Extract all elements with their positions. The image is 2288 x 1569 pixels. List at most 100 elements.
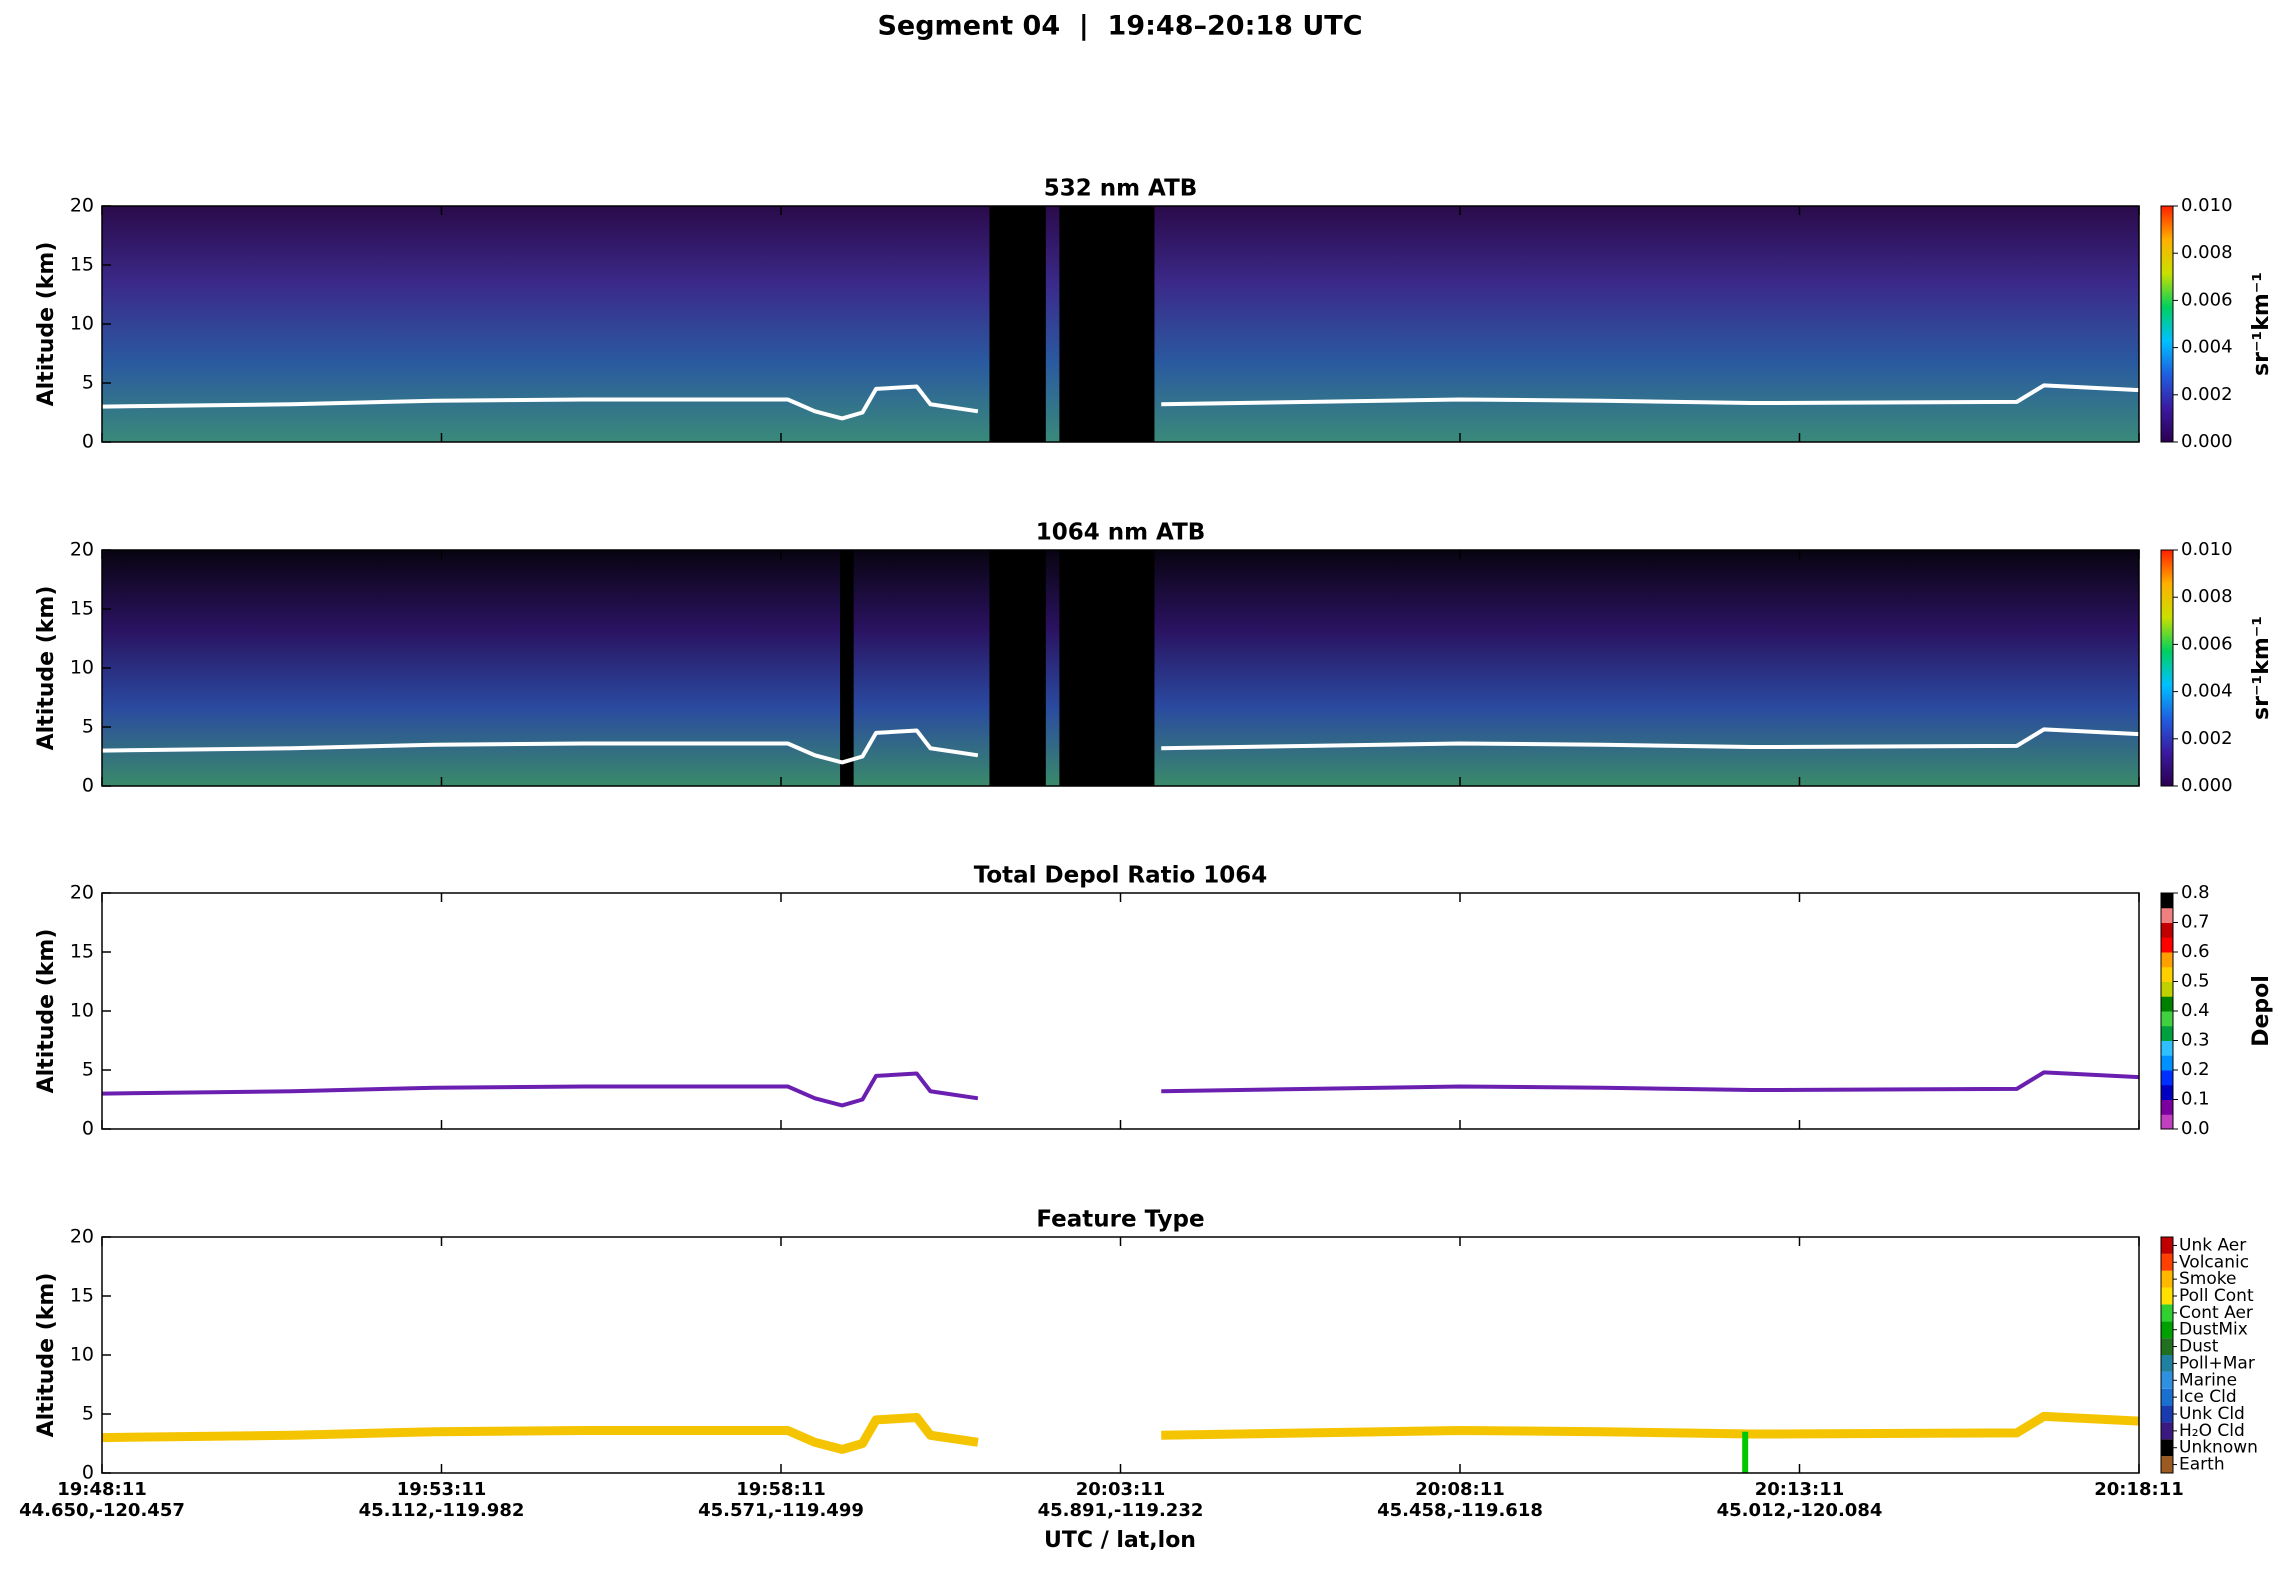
colorbar-swatch xyxy=(2161,952,2173,968)
colorbar-tick-label: 0.010 xyxy=(2181,195,2233,216)
colorbar-tick-label: 0.000 xyxy=(2181,431,2233,452)
x-tick-label: 20:18:11 xyxy=(2094,1479,2184,1500)
y-tick-label: 15 xyxy=(70,941,94,963)
colorbar-swatch xyxy=(2161,937,2173,953)
colorbar-tick-label: 0.006 xyxy=(2181,633,2233,654)
x-tick-sublabel: 45.571,-119.499 xyxy=(698,1500,864,1521)
colorbar-label: Depol xyxy=(2249,975,2274,1047)
y-axis-label: Altitude (km) xyxy=(34,242,59,407)
colorbar-label: sr⁻¹km⁻¹ xyxy=(2249,272,2274,376)
y-tick-label: 15 xyxy=(70,1285,94,1307)
colorbar-tick-label: 0.4 xyxy=(2181,1000,2210,1021)
colorbar-tick-label: 0.002 xyxy=(2181,728,2233,749)
layer-line xyxy=(101,1070,2140,1108)
colorbar-frame xyxy=(2160,205,2174,443)
colorbar-swatch xyxy=(2161,1011,2173,1027)
colorbar-swatch xyxy=(2161,1070,2173,1086)
colorbar-swatch xyxy=(2161,1040,2173,1056)
feature-column xyxy=(1742,1431,1749,1473)
x-tick-label: 20:13:11 xyxy=(1755,1479,1845,1500)
colorbar-tick-label: 0.1 xyxy=(2181,1089,2210,1110)
colorbar-frame xyxy=(2160,1236,2174,1474)
y-tick-label: 10 xyxy=(70,313,94,335)
colorbar-tick-label: 0.004 xyxy=(2181,681,2233,702)
colorbar-category: Unk Aer xyxy=(2179,1235,2246,1255)
x-tick-label: 19:48:11 xyxy=(57,1479,147,1500)
y-tick-label: 20 xyxy=(70,882,94,904)
colorbar-tick-label: 0.008 xyxy=(2181,242,2233,263)
colorbar-tick-label: 0.7 xyxy=(2181,912,2210,933)
colorbar-swatch xyxy=(2161,1388,2173,1406)
y-tick-label: 5 xyxy=(82,716,94,738)
colorbar-category: Poll+Mar xyxy=(2179,1353,2255,1373)
colorbar-category: Dust xyxy=(2179,1337,2219,1357)
colorbar-swatch xyxy=(2161,996,2173,1012)
layer-line xyxy=(101,727,2140,765)
colorbar-category: DustMix xyxy=(2179,1320,2248,1340)
y-tick-label: 10 xyxy=(70,657,94,679)
colorbar-swatch xyxy=(2161,1405,2173,1423)
colorbar-category: Unk Cld xyxy=(2179,1404,2245,1424)
x-tick-sublabel: 44.650,-120.457 xyxy=(19,1500,185,1521)
x-axis-label: UTC / lat,lon xyxy=(1044,1528,1196,1553)
y-tick-label: 5 xyxy=(82,1059,94,1081)
colorbar-category: Volcanic xyxy=(2179,1252,2249,1272)
layer-line xyxy=(101,383,2140,421)
colorbar-category: Unknown xyxy=(2179,1438,2258,1458)
panel-title: 532 nm ATB xyxy=(1044,176,1198,202)
colorbar-category: Earth xyxy=(2179,1455,2225,1475)
x-tick-sublabel: 45.012,-120.084 xyxy=(1717,1500,1883,1521)
colorbar-tick-label: 0.2 xyxy=(2181,1059,2210,1080)
colorbar-tick-label: 0.0 xyxy=(2181,1118,2210,1139)
colorbar-category: Poll Cont xyxy=(2179,1286,2254,1306)
colorbar-swatch xyxy=(2161,1055,2173,1071)
colorbar-swatch xyxy=(2161,922,2173,938)
x-tick-label: 19:58:11 xyxy=(736,1479,826,1500)
x-tick-sublabel: 45.891,-119.232 xyxy=(1038,1500,1204,1521)
colorbar-label: sr⁻¹km⁻¹ xyxy=(2249,616,2274,720)
no-data-bar xyxy=(989,206,1046,442)
colorbar-swatch xyxy=(2161,1439,2173,1457)
colorbar-tick-label: 0.002 xyxy=(2181,384,2233,405)
colorbar-tick-label: 0.010 xyxy=(2181,539,2233,560)
colorbar-tick-label: 0.3 xyxy=(2181,1030,2210,1051)
y-axis-label: Altitude (km) xyxy=(34,586,59,751)
no-data-bar xyxy=(1059,206,1155,442)
panel-title: 1064 nm ATB xyxy=(1036,520,1206,546)
x-tick-label: 19:53:11 xyxy=(397,1479,487,1500)
colorbar-category: Cont Aer xyxy=(2179,1303,2253,1323)
colorbar-tick-label: 0.006 xyxy=(2181,289,2233,310)
colorbar-swatch xyxy=(2161,1456,2173,1473)
colorbar-swatch xyxy=(2161,1025,2173,1041)
y-tick-label: 0 xyxy=(82,431,94,453)
plot-frame xyxy=(101,892,2140,1130)
colorbar-swatch xyxy=(2161,1321,2173,1339)
x-tick-label: 20:03:11 xyxy=(1076,1479,1166,1500)
colorbar-tick-label: 0.000 xyxy=(2181,775,2233,796)
no-data-bar xyxy=(989,550,1046,786)
x-tick-sublabel: 45.458,-119.618 xyxy=(1377,1500,1543,1521)
colorbar-swatch xyxy=(2161,1355,2173,1372)
y-tick-label: 15 xyxy=(70,254,94,276)
x-tick-sublabel: 45.112,-119.982 xyxy=(359,1500,525,1521)
colorbar-category: Smoke xyxy=(2179,1269,2236,1289)
y-tick-label: 20 xyxy=(70,195,94,217)
colorbar-tick-label: 0.6 xyxy=(2181,941,2210,962)
y-axis-label: Altitude (km) xyxy=(34,1273,59,1438)
y-tick-label: 5 xyxy=(82,372,94,394)
y-tick-label: 20 xyxy=(70,539,94,561)
colorbar-frame xyxy=(2160,892,2174,1130)
colorbar-swatch xyxy=(2161,1422,2173,1440)
colorbar-tick-label: 0.004 xyxy=(2181,337,2233,358)
colorbar-swatch xyxy=(2161,1099,2173,1115)
colorbar-frame xyxy=(2160,549,2174,787)
colorbar-swatch xyxy=(2161,1371,2173,1389)
no-data-bar xyxy=(840,550,854,786)
layer-line xyxy=(101,1411,2140,1454)
colorbar-swatch xyxy=(2161,1253,2173,1271)
no-data-bar xyxy=(1059,550,1155,786)
colorbar-swatch xyxy=(2161,981,2173,997)
y-tick-label: 15 xyxy=(70,598,94,620)
